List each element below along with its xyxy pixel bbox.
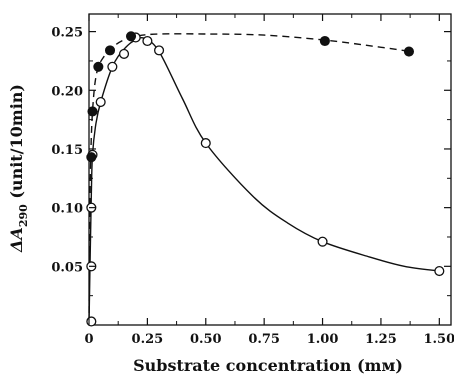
- open-data-point: [154, 45, 165, 56]
- y-tick-label: 0.25: [51, 26, 83, 41]
- y-axis-title-rest: (unit/10min): [7, 84, 26, 204]
- open-data-point: [200, 138, 211, 149]
- open-data-point: [118, 48, 130, 59]
- x-tick-label: 0: [84, 332, 93, 347]
- y-axis-title-sub: 290: [17, 204, 30, 227]
- open-series-curve: [88, 36, 440, 326]
- y-axis: 0.05 0.10 0.15 0.20 0.25: [51, 26, 451, 297]
- plot-frame: [88, 13, 452, 326]
- filled-series-curve: [88, 33, 412, 326]
- series-points: [86, 31, 445, 327]
- open-data-point: [142, 35, 153, 47]
- y-axis-title: ΔA290 (unit/10min): [7, 84, 30, 253]
- series-curves: [88, 33, 440, 326]
- filled-data-point: [319, 35, 330, 47]
- filled-data-point: [104, 45, 116, 56]
- x-tick-label: 1.50: [423, 332, 454, 347]
- open-data-point: [86, 316, 97, 327]
- y-tick-label: 0.10: [51, 202, 83, 217]
- x-axis: 0 0.25 0.50 0.75 1.00 1.25 1.50: [84, 14, 454, 347]
- x-axis-title: Substrate concentration (mм): [133, 356, 403, 375]
- open-data-point: [95, 96, 106, 108]
- x-tick-label: 1.00: [307, 332, 339, 347]
- filled-data-point: [87, 106, 98, 117]
- y-axis-title-main: ΔA: [7, 227, 26, 253]
- filled-data-point: [125, 31, 137, 42]
- filled-data-point: [93, 61, 104, 72]
- open-data-point: [317, 236, 328, 247]
- x-tick-label: 0.50: [190, 332, 222, 347]
- filled-data-point: [86, 152, 97, 163]
- y-tick-label: 0.20: [51, 84, 83, 99]
- filled-data-point: [403, 46, 415, 57]
- x-tick-label: 1.25: [365, 332, 397, 347]
- open-data-point: [434, 265, 445, 277]
- x-tick-label: 0.75: [248, 332, 280, 347]
- open-data-point: [107, 61, 118, 72]
- y-tick-label: 0.15: [51, 143, 83, 158]
- x-tick-label: 0.25: [132, 332, 164, 347]
- y-tick-label: 0.05: [51, 260, 83, 275]
